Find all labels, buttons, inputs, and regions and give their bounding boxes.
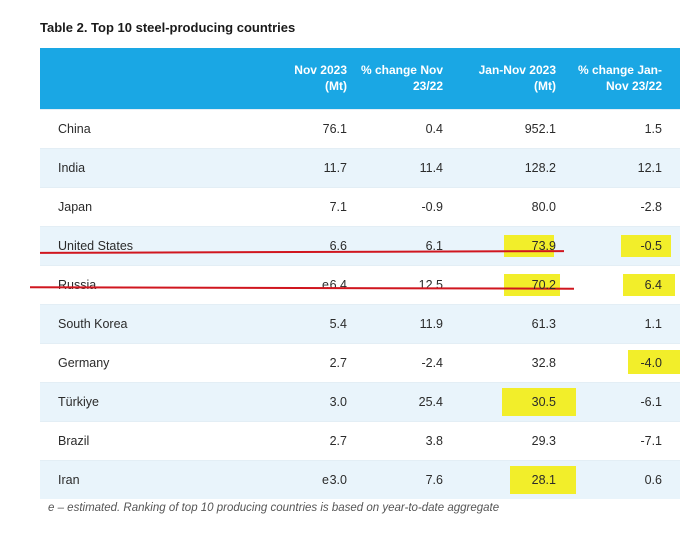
jan-nov-cell: 32.8 xyxy=(531,356,556,370)
steel-table: Nov 2023 (Mt) % change Nov 23/22 Jan-Nov 2… xyxy=(40,48,680,499)
jan-nov-cell: 80.0 xyxy=(531,200,556,214)
change-jan-nov-cell: 1.5 xyxy=(644,122,662,136)
nov-2023-cell: 3.0 xyxy=(329,473,347,487)
jan-nov-cell: 73.9 xyxy=(531,239,556,253)
nov-2023-cell: 5.4 xyxy=(329,317,347,331)
highlight-mark xyxy=(623,274,675,296)
change-jan-nov-cell: -7.1 xyxy=(640,434,662,448)
country-cell: South Korea xyxy=(58,317,128,331)
country-cell: Brazil xyxy=(58,434,90,448)
nov-2023-cell: 76.1 xyxy=(322,122,347,136)
highlight-mark xyxy=(504,274,560,296)
jan-nov-cell: 70.2 xyxy=(531,278,556,292)
highlight-mark xyxy=(510,466,576,494)
table-row: South Korea 5.4 11.9 61.3 1.1 xyxy=(40,304,680,343)
table-header: Nov 2023 (Mt) % change Nov 23/22 Jan-Nov 2… xyxy=(40,48,680,109)
nov-2023-cell: 6.6 xyxy=(329,239,347,253)
table-row: Japan 7.1 -0.9 80.0 -2.8 xyxy=(40,187,680,226)
jan-nov-cell: 128.2 xyxy=(524,161,556,175)
nov-2023-cell: 2.7 xyxy=(329,434,347,448)
country-cell: Japan xyxy=(58,200,93,214)
jan-nov-cell: 61.3 xyxy=(531,317,556,331)
estimated-flag: e xyxy=(322,473,329,487)
table-row: Germany 2.7 -2.4 32.8 -4.0 xyxy=(40,343,680,382)
change-jan-nov-cell: 12.1 xyxy=(637,161,662,175)
header-jan-nov-2023: Jan-Nov 2023 (Mt) xyxy=(478,63,556,93)
change-jan-nov-cell: 0.6 xyxy=(644,473,662,487)
header-change-nov: % change Nov 23/22 xyxy=(360,63,443,93)
change-jan-nov-cell: -2.8 xyxy=(640,200,662,214)
header-nov-2023: Nov 2023 (Mt) xyxy=(294,63,347,93)
change-nov-cell: 0.4 xyxy=(425,122,443,136)
nov-2023-cell: 7.1 xyxy=(329,200,347,214)
estimated-flag: e xyxy=(322,278,329,292)
table-row: Iran 3.0 e 7.6 28.1 0.6 xyxy=(40,460,680,499)
jan-nov-cell: 30.5 xyxy=(531,395,556,409)
country-cell: United States xyxy=(58,239,134,253)
change-jan-nov-cell: 6.4 xyxy=(644,278,662,292)
table-row: China 76.1 0.4 952.1 1.5 xyxy=(40,109,680,148)
nov-2023-cell: 2.7 xyxy=(329,356,347,370)
jan-nov-cell: 29.3 xyxy=(531,434,556,448)
country-cell: Germany xyxy=(58,356,110,370)
change-nov-cell: 3.8 xyxy=(425,434,443,448)
change-nov-cell: 11.9 xyxy=(419,317,443,331)
change-nov-cell: 12.5 xyxy=(418,278,443,292)
highlight-mark xyxy=(621,235,671,257)
change-nov-cell: 7.6 xyxy=(425,473,443,487)
change-jan-nov-cell: -4.0 xyxy=(640,356,662,370)
table-row: Brazil 2.7 3.8 29.3 -7.1 xyxy=(40,421,680,460)
header-change-jan-nov: % change Jan- Nov 23/22 xyxy=(577,63,662,93)
highlight-mark xyxy=(628,350,680,374)
change-nov-cell: -2.4 xyxy=(421,356,443,370)
highlight-mark xyxy=(502,388,576,416)
country-cell: China xyxy=(58,122,91,136)
change-nov-cell: -0.9 xyxy=(421,200,443,214)
change-nov-cell: 11.4 xyxy=(419,161,443,175)
change-jan-nov-cell: -6.1 xyxy=(640,395,662,409)
table-row: United States 6.6 6.1 73.9 -0.5 xyxy=(40,226,680,265)
table-row: Türkiye 3.0 25.4 30.5 -6.1 xyxy=(40,382,680,421)
table-title: Table 2. Top 10 steel-producing countrie… xyxy=(40,20,296,35)
jan-nov-cell: 28.1 xyxy=(531,473,556,487)
country-cell: Russia xyxy=(58,278,97,292)
country-cell: Iran xyxy=(58,473,80,487)
nov-2023-cell: 3.0 xyxy=(329,395,347,409)
country-cell: Türkiye xyxy=(58,395,99,409)
change-jan-nov-cell: -0.5 xyxy=(640,239,662,253)
country-cell: India xyxy=(58,161,86,175)
change-jan-nov-cell: 1.1 xyxy=(644,317,662,331)
change-nov-cell: 6.1 xyxy=(425,239,443,253)
nov-2023-cell: 6.4 xyxy=(329,278,347,292)
footnote: e – estimated. Ranking of top 10 produci… xyxy=(48,502,500,514)
table-row: India 11.7 11.4 128.2 12.1 xyxy=(40,148,680,187)
change-nov-cell: 25.4 xyxy=(418,395,443,409)
nov-2023-cell: 11.7 xyxy=(323,161,347,175)
table-row: Russia 6.4 e 12.5 70.2 6.4 xyxy=(40,265,680,304)
jan-nov-cell: 952.1 xyxy=(524,122,556,136)
